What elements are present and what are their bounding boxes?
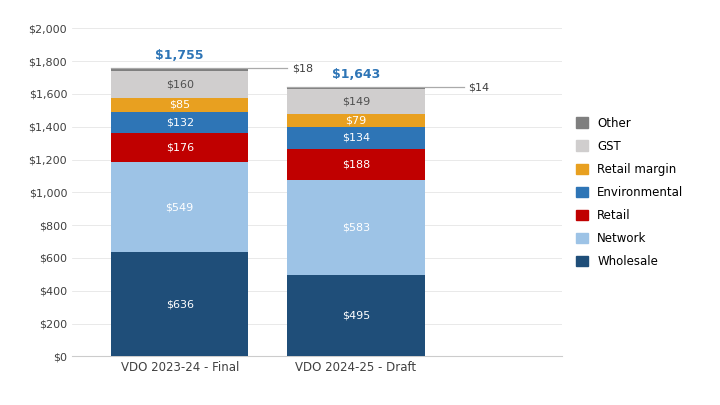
Text: $495: $495 — [342, 311, 370, 321]
Bar — [287, 90, 425, 114]
Text: $549: $549 — [166, 202, 194, 212]
Bar — [111, 252, 248, 356]
Bar — [111, 98, 248, 111]
Bar — [287, 179, 425, 275]
Text: $132: $132 — [166, 117, 194, 127]
Bar — [111, 162, 248, 252]
Bar — [287, 114, 425, 127]
Bar — [111, 133, 248, 162]
Text: $1,643: $1,643 — [332, 68, 380, 81]
Bar — [287, 87, 425, 90]
Bar — [111, 71, 248, 98]
Text: $79: $79 — [346, 115, 366, 125]
Text: $1,755: $1,755 — [156, 49, 204, 62]
Bar — [287, 275, 425, 356]
Text: $85: $85 — [169, 100, 190, 109]
Text: $149: $149 — [342, 96, 370, 107]
Bar — [111, 111, 248, 133]
Text: $583: $583 — [342, 222, 370, 232]
Bar — [287, 127, 425, 149]
Bar — [111, 68, 248, 71]
Bar — [287, 149, 425, 179]
Legend: Other, GST, Retail margin, Environmental, Retail, Network, Wholesale: Other, GST, Retail margin, Environmental… — [572, 113, 687, 271]
Text: $176: $176 — [166, 143, 194, 153]
Text: $188: $188 — [342, 159, 370, 169]
Text: $134: $134 — [342, 133, 370, 143]
Text: $18: $18 — [292, 63, 313, 73]
Text: $160: $160 — [166, 79, 194, 90]
Text: $636: $636 — [166, 299, 194, 309]
Text: $14: $14 — [469, 82, 490, 92]
